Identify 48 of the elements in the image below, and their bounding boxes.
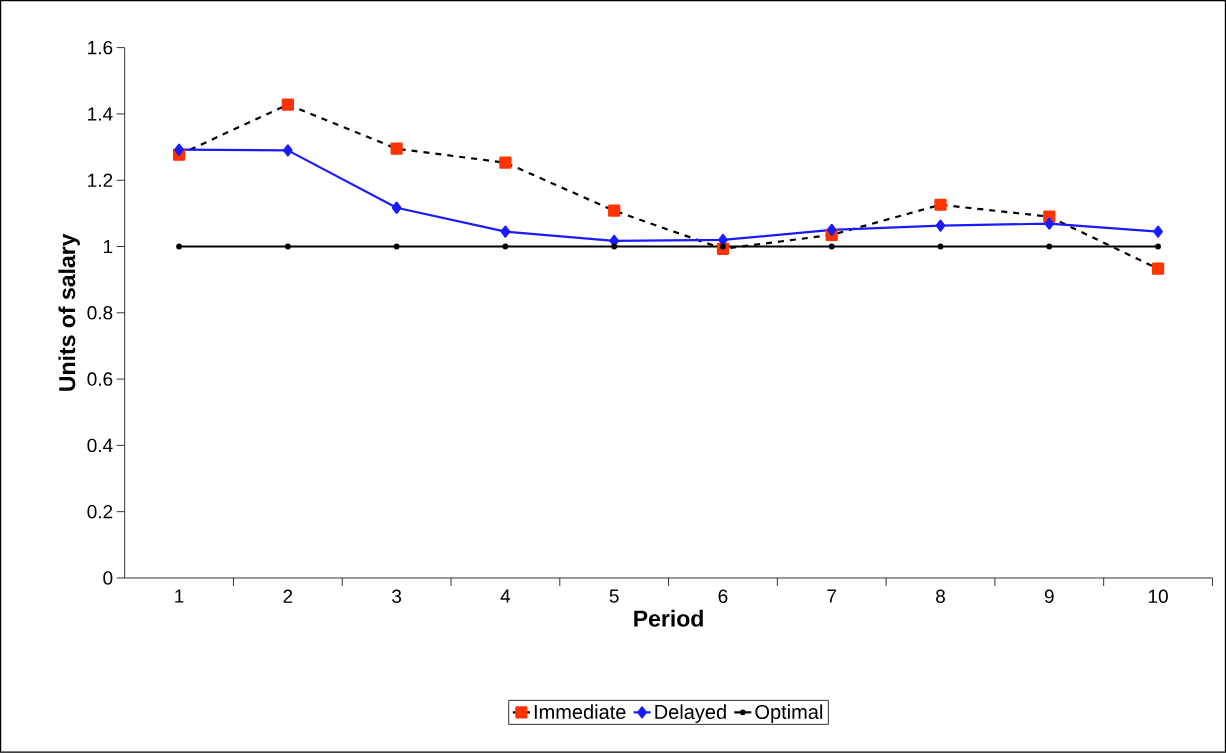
x-tick-label: 6 [718, 589, 728, 604]
legend-label: Optimal [755, 704, 823, 724]
point [937, 243, 944, 250]
x-tick-label: 3 [392, 589, 402, 604]
point [828, 243, 835, 250]
x-axis-title: Period [634, 610, 703, 627]
point [500, 225, 511, 238]
y-tick-label: 0.4 [87, 438, 113, 453]
x-tick-label: 5 [609, 589, 619, 603]
point [391, 201, 402, 214]
x-tick-label: 7 [827, 589, 837, 603]
point [390, 142, 403, 155]
point [174, 143, 184, 156]
y-tick-label: 1 [104, 240, 113, 254]
point [934, 198, 947, 211]
point [720, 243, 726, 250]
y-tick-label: 1.6 [88, 41, 113, 55]
legend-label: Immediate [534, 704, 626, 720]
x-tick-label: 4 [500, 589, 511, 603]
point [283, 144, 293, 157]
point [935, 219, 946, 232]
x-tick-label: 2 [283, 589, 293, 603]
y-axis-title: Units of salary [58, 233, 80, 391]
point [826, 223, 837, 237]
point [1044, 217, 1055, 230]
x-tick-label: 1 [175, 589, 184, 603]
x-tick-label: 10 [1148, 589, 1168, 604]
point [393, 243, 400, 250]
legend-label: Delayed [655, 704, 726, 724]
y-tick-label: 1.2 [88, 173, 113, 187]
point [499, 156, 512, 169]
point [1151, 262, 1165, 275]
point [502, 243, 509, 250]
y-tick-label: 0 [103, 571, 113, 585]
point [611, 243, 618, 250]
x-tick-label: 8 [936, 589, 945, 604]
y-tick-label: 0.8 [87, 306, 113, 320]
point [608, 204, 621, 217]
y-tick-label: 1.4 [88, 107, 113, 121]
x-tick-label: 9 [1044, 589, 1054, 604]
y-tick-label: 0.2 [87, 505, 113, 519]
y-tick-label: 0.6 [87, 372, 113, 386]
point [284, 243, 291, 250]
point [281, 98, 294, 111]
point [1153, 225, 1163, 238]
point [1046, 243, 1053, 250]
point [1155, 243, 1161, 250]
point [176, 243, 182, 250]
